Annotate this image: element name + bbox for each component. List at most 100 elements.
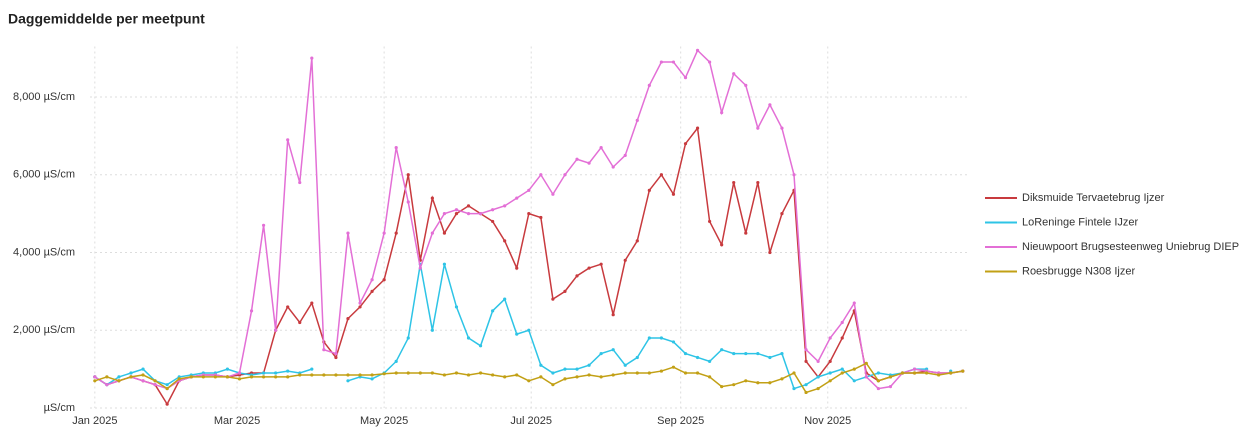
data-point xyxy=(454,371,459,375)
data-point xyxy=(720,243,724,247)
data-point xyxy=(141,379,145,383)
data-point xyxy=(575,367,579,371)
data-point xyxy=(828,336,832,340)
data-point xyxy=(828,371,832,375)
data-point xyxy=(225,375,230,379)
data-point xyxy=(358,301,362,305)
data-point xyxy=(695,48,700,52)
data-point xyxy=(599,145,603,150)
data-point xyxy=(129,375,133,379)
data-point xyxy=(623,371,627,375)
data-point xyxy=(611,348,615,352)
data-point xyxy=(165,386,169,391)
data-point xyxy=(647,336,651,340)
data-point xyxy=(563,173,567,177)
data-point xyxy=(370,373,374,377)
data-point xyxy=(659,173,663,177)
data-point xyxy=(671,365,676,369)
data-point xyxy=(539,173,543,177)
data-point xyxy=(623,258,627,262)
data-point xyxy=(587,373,591,377)
data-point xyxy=(587,161,591,165)
data-point xyxy=(539,375,543,379)
data-point xyxy=(274,371,278,375)
data-point xyxy=(792,371,796,375)
data-point xyxy=(527,212,531,216)
data-point xyxy=(310,367,314,371)
data-point xyxy=(599,351,603,356)
data-point xyxy=(780,377,784,381)
data-point xyxy=(298,373,302,377)
data-point xyxy=(768,103,772,107)
data-point xyxy=(671,60,676,64)
data-point xyxy=(961,369,965,373)
data-point xyxy=(539,215,543,220)
data-point xyxy=(695,355,700,360)
data-point xyxy=(864,375,868,379)
data-point xyxy=(551,383,555,387)
data-point xyxy=(527,379,531,383)
data-point xyxy=(816,375,820,379)
data-point xyxy=(466,212,471,216)
data-point xyxy=(382,278,386,282)
data-point xyxy=(635,371,639,375)
data-point xyxy=(744,379,748,383)
data-point xyxy=(515,196,519,200)
data-point xyxy=(925,371,929,375)
data-point xyxy=(491,309,495,313)
data-point xyxy=(744,231,748,235)
data-point xyxy=(900,371,905,375)
data-point xyxy=(659,60,663,64)
data-point xyxy=(695,126,700,130)
data-point xyxy=(153,379,157,383)
data-point xyxy=(647,83,651,87)
data-point xyxy=(551,192,555,196)
data-point xyxy=(310,56,314,60)
data-point xyxy=(117,375,121,379)
data-point xyxy=(213,375,217,379)
data-point xyxy=(274,375,278,379)
data-point xyxy=(792,386,796,391)
data-point xyxy=(876,371,880,375)
data-point xyxy=(286,375,290,379)
x-tick-label: May 2025 xyxy=(360,415,408,427)
data-point xyxy=(442,373,447,377)
data-point xyxy=(394,145,398,150)
data-point xyxy=(358,305,362,309)
data-point xyxy=(430,371,434,375)
data-point xyxy=(768,381,772,385)
data-point xyxy=(876,386,880,391)
data-point xyxy=(261,371,266,375)
data-point xyxy=(430,196,434,200)
data-point xyxy=(177,377,181,381)
data-point xyxy=(165,402,169,406)
data-point xyxy=(683,142,688,146)
data-point xyxy=(105,383,109,387)
data-point xyxy=(635,239,639,243)
data-point xyxy=(756,180,760,185)
data-point xyxy=(189,375,193,379)
data-point xyxy=(756,351,760,356)
data-point xyxy=(647,371,651,375)
data-point xyxy=(720,110,724,115)
data-point xyxy=(442,212,447,216)
data-point xyxy=(406,200,410,204)
y-tick-label: 6,000 µS/cm xyxy=(13,169,75,181)
data-point xyxy=(599,262,603,266)
data-point xyxy=(659,369,663,373)
data-point xyxy=(503,375,507,379)
data-point xyxy=(442,262,447,266)
data-point xyxy=(406,336,410,340)
data-point xyxy=(503,297,507,301)
y-tick-label: 8,000 µS/cm xyxy=(13,91,75,103)
data-point xyxy=(261,223,266,227)
data-point xyxy=(358,373,362,377)
data-point xyxy=(310,373,314,377)
data-point xyxy=(840,336,844,340)
data-point xyxy=(683,351,688,356)
data-point xyxy=(683,75,688,80)
data-point xyxy=(840,371,844,375)
data-point xyxy=(418,266,422,270)
data-point xyxy=(780,351,784,356)
data-point xyxy=(708,219,712,224)
